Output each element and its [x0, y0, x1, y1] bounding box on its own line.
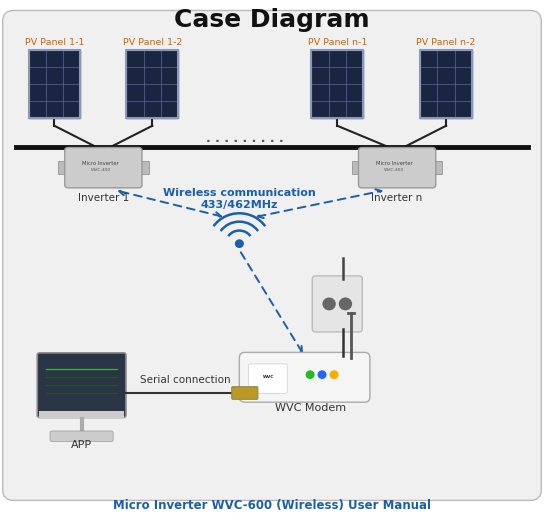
- Bar: [311, 50, 363, 118]
- Circle shape: [318, 371, 326, 378]
- Circle shape: [323, 298, 335, 310]
- Circle shape: [339, 298, 351, 310]
- Bar: [58, 161, 67, 174]
- Bar: [29, 50, 81, 118]
- Text: Inverter n: Inverter n: [372, 193, 423, 203]
- FancyBboxPatch shape: [249, 364, 287, 393]
- Circle shape: [236, 240, 243, 247]
- Text: WVC: WVC: [262, 375, 274, 379]
- Text: PV Panel 1-2: PV Panel 1-2: [122, 38, 182, 47]
- FancyBboxPatch shape: [50, 431, 113, 441]
- FancyBboxPatch shape: [3, 10, 541, 500]
- Circle shape: [306, 371, 314, 378]
- Bar: [39, 411, 123, 419]
- Bar: [420, 50, 472, 118]
- Text: APP: APP: [71, 440, 92, 450]
- Text: Micro Inverter WVC-600 (Wireless) User Manual: Micro Inverter WVC-600 (Wireless) User M…: [113, 499, 431, 512]
- Text: WVC-400: WVC-400: [90, 168, 111, 172]
- FancyBboxPatch shape: [239, 352, 370, 402]
- FancyBboxPatch shape: [358, 148, 436, 188]
- FancyBboxPatch shape: [232, 387, 258, 399]
- Text: Micro Inverter: Micro Inverter: [376, 161, 413, 166]
- Text: PV Panel n-1: PV Panel n-1: [307, 38, 367, 47]
- Text: WVC-400: WVC-400: [384, 168, 405, 172]
- Bar: [29, 50, 81, 118]
- FancyBboxPatch shape: [37, 353, 126, 417]
- Text: . . . . . . . . .: . . . . . . . . .: [206, 133, 283, 145]
- Text: PV Panel n-2: PV Panel n-2: [416, 38, 476, 47]
- Bar: [140, 161, 149, 174]
- Bar: [420, 50, 472, 118]
- Bar: [127, 50, 178, 118]
- Bar: [352, 161, 361, 174]
- Text: Case Diagram: Case Diagram: [174, 8, 370, 32]
- Text: Micro Inverter: Micro Inverter: [82, 161, 119, 166]
- Text: Inverter 1: Inverter 1: [78, 193, 129, 203]
- Text: Wireless communication
433/462MHz: Wireless communication 433/462MHz: [163, 188, 316, 210]
- FancyBboxPatch shape: [65, 148, 142, 188]
- Text: Serial connection: Serial connection: [140, 375, 230, 385]
- Text: PV Panel 1-1: PV Panel 1-1: [24, 38, 84, 47]
- Text: WVC Modem: WVC Modem: [275, 403, 345, 413]
- Bar: [311, 50, 363, 118]
- Bar: [434, 161, 442, 174]
- Bar: [127, 50, 178, 118]
- FancyBboxPatch shape: [312, 276, 362, 332]
- Circle shape: [330, 371, 338, 378]
